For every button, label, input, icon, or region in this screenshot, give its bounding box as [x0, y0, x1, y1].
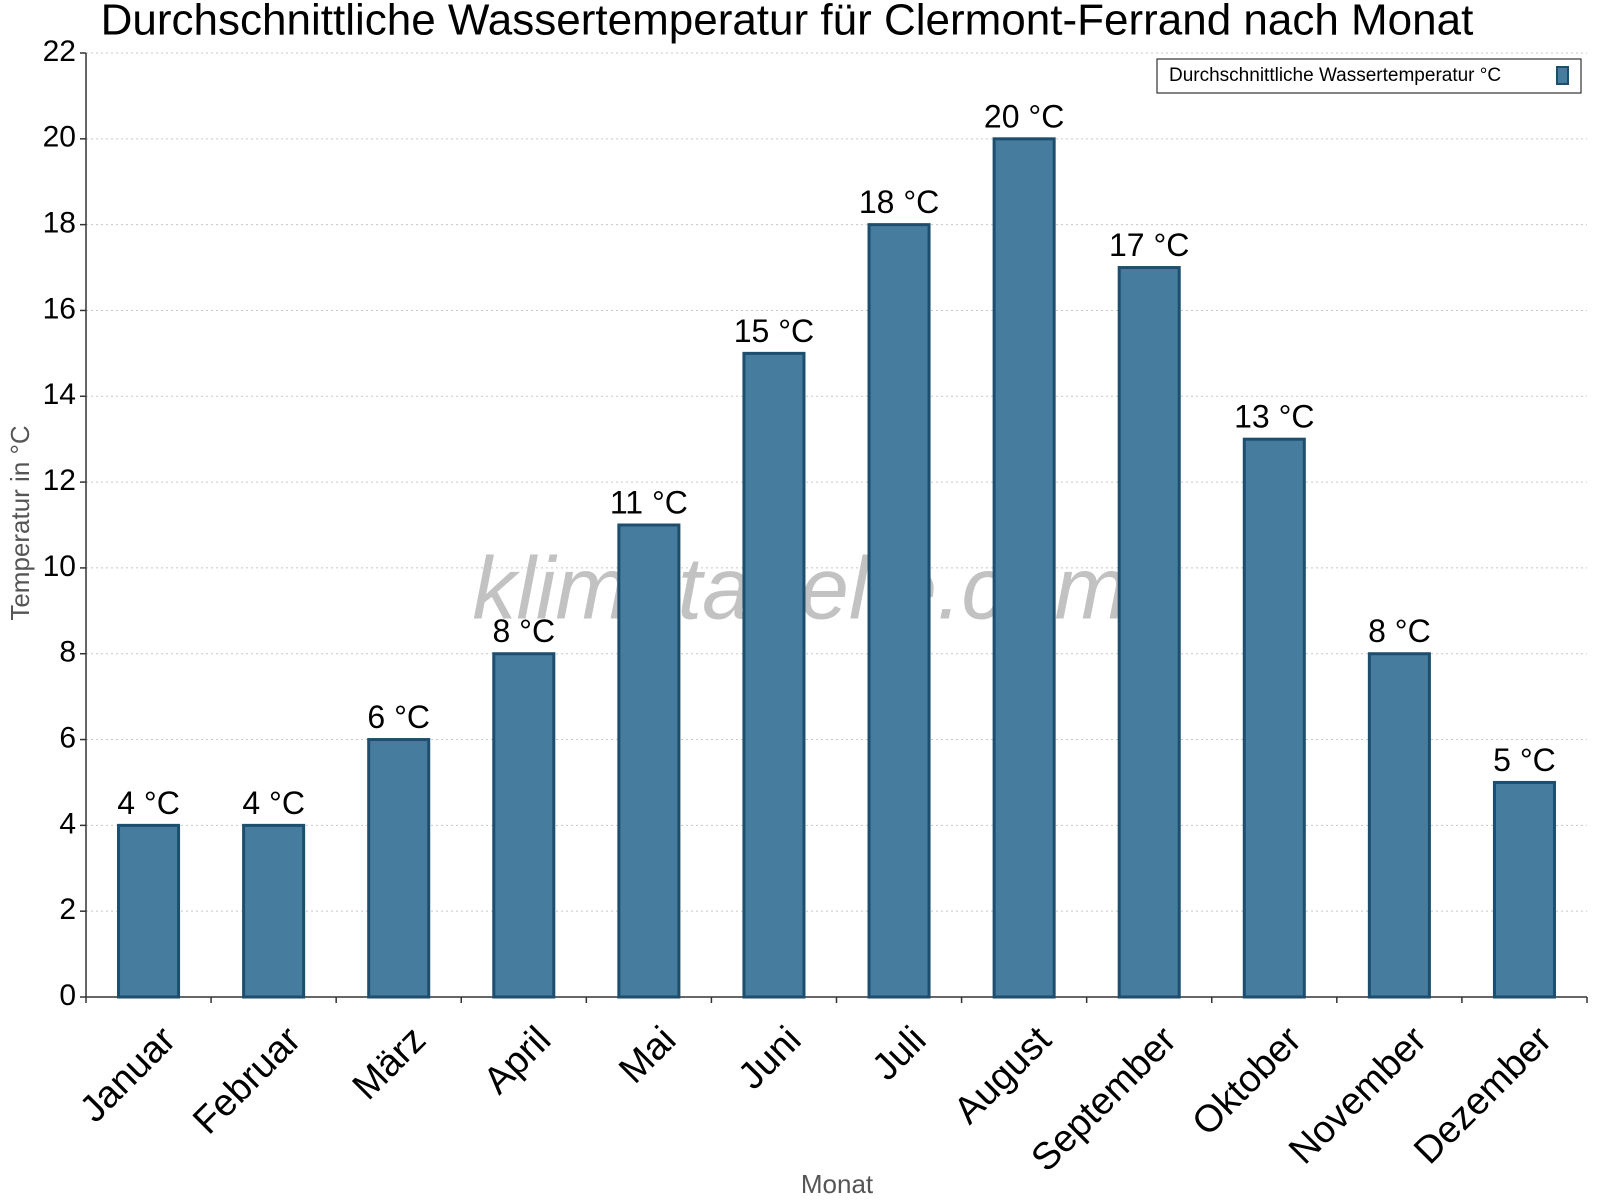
x-axis-label: Monat	[801, 1169, 874, 1199]
y-tick-label: 0	[59, 979, 76, 1012]
bar	[1242, 437, 1306, 999]
y-tick-label: 8	[59, 636, 76, 669]
chart-title: Durchschnittliche Wassertemperatur für C…	[101, 0, 1474, 45]
bar	[617, 523, 681, 999]
bar	[1117, 266, 1181, 999]
y-tick-label: 18	[43, 207, 76, 240]
y-tick-label: 2	[59, 893, 76, 926]
legend-box	[1156, 58, 1582, 94]
value-label: 17 °C	[1109, 227, 1189, 263]
y-tick-label: 16	[43, 292, 76, 325]
bar	[1367, 652, 1431, 999]
value-label: 13 °C	[1234, 399, 1314, 435]
y-tick-label: 10	[43, 550, 76, 583]
value-label: 8 °C	[492, 613, 555, 649]
y-tick-label: 14	[43, 378, 76, 411]
bar	[742, 351, 806, 999]
bar	[117, 823, 181, 999]
value-label: 5 °C	[1493, 742, 1556, 778]
y-tick-label: 12	[43, 464, 76, 497]
y-axis-label: Temperatur in °C	[5, 425, 35, 620]
value-label: 4 °C	[117, 785, 180, 821]
value-label: 18 °C	[859, 184, 939, 220]
legend-swatch	[1556, 66, 1569, 85]
value-label: 20 °C	[984, 98, 1064, 134]
value-label: 15 °C	[734, 313, 814, 349]
bar	[242, 823, 306, 999]
bar	[367, 738, 431, 999]
y-tick-label: 6	[59, 721, 76, 754]
y-tick-label: 20	[43, 121, 76, 154]
bar	[492, 652, 556, 999]
value-label: 11 °C	[610, 484, 688, 520]
y-tick-label: 22	[43, 35, 76, 68]
legend-label: Durchschnittliche Wassertemperatur °C	[1169, 65, 1501, 86]
value-label: 4 °C	[242, 785, 305, 821]
value-label: 6 °C	[367, 699, 430, 735]
value-label: 8 °C	[1368, 613, 1431, 649]
bar	[992, 137, 1056, 999]
bar	[867, 223, 931, 999]
y-tick-label: 4	[59, 807, 76, 840]
bar	[1492, 780, 1556, 999]
